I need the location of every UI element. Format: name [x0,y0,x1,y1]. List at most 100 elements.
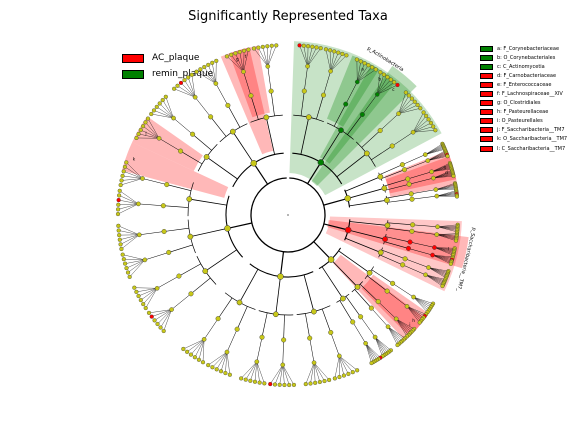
branch-leaf [434,247,454,255]
branch-order [339,300,353,323]
branch-order [347,114,363,135]
branch-leaf [374,337,383,357]
node-family [429,169,434,175]
node-leaf [196,357,201,362]
branch-leaf [154,309,172,321]
clade-letter-g: g [236,58,239,63]
branch-leaf [140,288,158,301]
node-leaf [124,160,129,165]
node-leaf [122,164,128,169]
node-leaf [115,211,121,217]
branch-leaf [437,226,458,233]
branch-order [384,241,409,249]
node-order [409,228,415,234]
branch-leaf [396,318,415,330]
branch-order [178,263,201,277]
node-leaf [403,90,408,95]
node-leaf [125,270,131,275]
node-leaf [138,127,143,133]
branch-leaf [339,355,345,376]
branch-leaf [396,318,408,337]
root-node [287,214,289,216]
node-leaf [154,104,159,109]
branch-leaf [129,259,146,278]
node-order [408,191,414,197]
node-leaf [218,369,224,374]
branch-leaf [145,288,158,309]
node-leaf [239,376,244,381]
branch-family [411,189,436,195]
node-leaf [202,64,207,70]
branch-leaf [425,146,444,155]
branch-leaf [427,153,447,161]
branch-leaf [310,362,315,384]
branch-leaf [413,296,429,311]
branch-leaf [398,104,418,114]
branch-leaf [428,267,449,272]
branch-leaf [162,99,174,119]
branch-leaf [398,101,415,114]
node-order [350,319,356,325]
branch-leaf [127,259,145,273]
node-leaf [415,102,420,108]
node-leaf [120,173,125,178]
branch-leaf [256,361,260,383]
branch-family [282,339,284,365]
branch-leaf [282,364,295,385]
branch-family [138,203,164,206]
highlight-taxon-j [132,116,203,172]
node-family [393,316,399,322]
branch-leaf [339,355,358,371]
branch-leaf [377,84,398,95]
node-leaf [362,61,367,66]
branch-family [144,252,169,261]
node-family [201,337,207,342]
node-family [192,94,198,100]
node-order [160,203,166,209]
node-leaf [181,346,186,352]
taxa-legend-swatch-l [480,145,493,152]
node-leaf [116,223,121,228]
taxa-legend-swatch-c [480,63,493,70]
taxa-legend: a: F_Corynebacteriaceae b: O_Corynebacter… [480,44,567,153]
node-leaf [272,382,278,387]
branch-class [190,228,228,238]
branch-leaf [406,306,425,317]
branch-leaf [387,326,404,340]
branch-family [387,290,408,307]
branch-order [354,289,372,309]
node-leaf [440,283,445,289]
taxa-legend-label-j: j: F_Saccharibacteria__TM7 [497,127,565,134]
branch-family [173,117,193,135]
branch-order [381,169,405,180]
branch-leaf [122,175,143,179]
node-order [166,249,172,255]
clade-letter-c: c [392,88,395,93]
node-order [248,93,254,99]
branch-leaf [357,67,373,83]
taxa-legend-item-g: g: O_Clostridiales [480,99,567,108]
branch-leaf [406,306,420,323]
branch-leaf [313,362,330,381]
node-leaf [116,207,121,212]
branch-leaf [226,352,231,375]
branch-leaf [428,267,447,279]
legend-swatch-remin-plaque [122,69,144,79]
node-leaf [198,67,203,72]
node-leaf [223,370,228,376]
taxa-legend-swatch-i [480,118,493,125]
branch-leaf [243,49,249,72]
taxa-legend-item-a: a: F_Corynebacteriaceae [480,44,567,53]
node-family [396,111,401,116]
branch-order [270,91,275,116]
branch-leaf [365,343,376,362]
branch-leaf [435,185,456,190]
taxa-legend-label-e: e: F_Enterococcaceae [497,81,552,88]
node-leaf [453,238,459,243]
branch-leaf [243,50,245,72]
branch-leaf [377,76,388,95]
branch-leaf [254,361,257,382]
node-leaf [262,381,267,386]
node-class [377,249,384,256]
branch-leaf [339,355,349,374]
